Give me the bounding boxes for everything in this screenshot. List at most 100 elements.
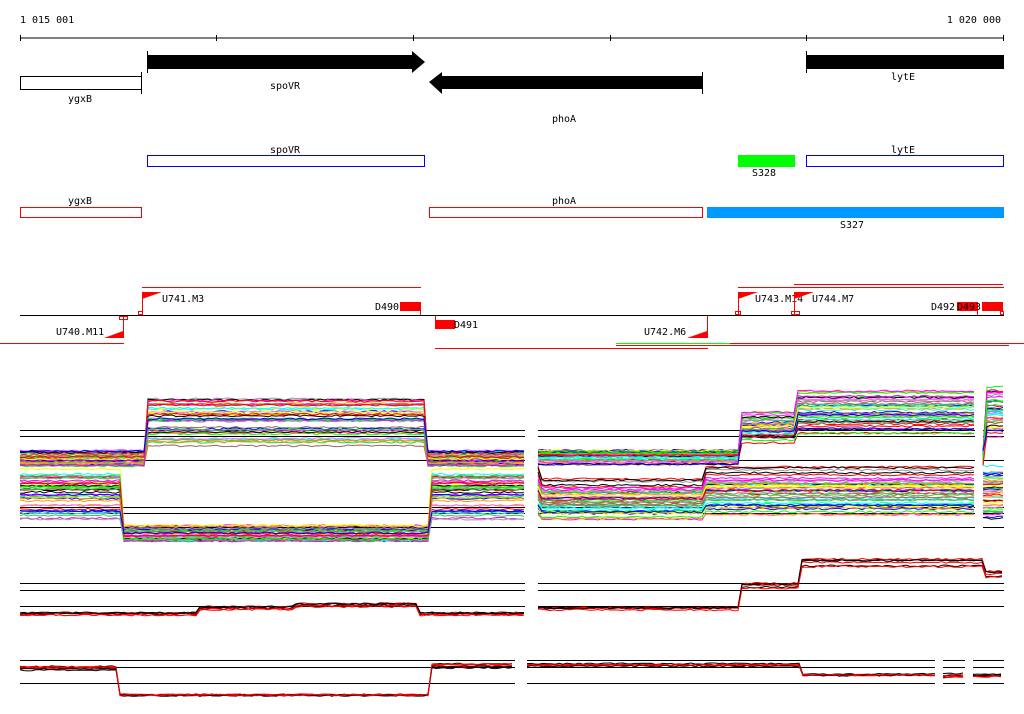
profile-line — [19, 602, 525, 615]
annotation-track-red: ygxB phoA S327 — [20, 196, 1004, 231]
profile-line — [19, 602, 524, 615]
profile-line — [19, 430, 525, 465]
site-label: D492 — [931, 302, 955, 313]
profile-line — [537, 498, 975, 507]
profile-line — [983, 509, 1004, 512]
site-U740[interactable]: U740.M11 — [56, 316, 128, 338]
profile-line — [972, 675, 1002, 678]
expression-profiles — [19, 385, 1004, 697]
profile-line — [537, 561, 1003, 610]
profile-line — [537, 431, 975, 455]
profile-line — [982, 491, 1004, 495]
profile-line — [537, 565, 1003, 612]
profile-line — [982, 486, 1004, 489]
site-U744[interactable]: U744.M7 — [791, 292, 855, 315]
site-U741[interactable]: U741.M3 — [138, 292, 205, 315]
profile-line — [19, 467, 525, 527]
profile-line — [982, 493, 1004, 497]
feature-S328[interactable]: S328 — [738, 155, 795, 179]
profile-line — [982, 501, 1004, 504]
profile-line — [19, 605, 525, 617]
profile-line — [982, 517, 1004, 520]
profile-line — [19, 485, 525, 541]
profile-line — [537, 484, 975, 498]
site-D492[interactable]: D492 — [931, 302, 978, 315]
gene-lytE[interactable]: lytE — [806, 51, 1004, 83]
profile-line — [537, 503, 975, 514]
profile-line — [526, 663, 936, 677]
profile-line — [982, 472, 1004, 476]
profile-line — [537, 510, 975, 519]
profile-line — [537, 493, 975, 503]
profile-line — [972, 673, 1002, 676]
profile-line — [537, 406, 975, 456]
site-label: U744.M7 — [812, 294, 854, 305]
profile-line — [538, 559, 1003, 610]
gene-label: spoVR — [270, 81, 301, 92]
gene-track: spoVR phoA lytE ygxB — [20, 51, 1004, 125]
profile-line — [19, 474, 525, 533]
site-label: D491 — [454, 320, 478, 331]
feature-label: spoVR — [270, 145, 301, 156]
profile-line — [982, 431, 1004, 466]
gene-phoA[interactable]: phoA — [429, 72, 703, 125]
ruler-start-label: 1 015 001 — [20, 15, 74, 26]
profile-line — [537, 421, 975, 459]
profile-line — [537, 489, 975, 500]
profile-line — [19, 499, 525, 537]
profile-line — [942, 673, 964, 677]
site-label: U743.M14 — [755, 294, 803, 305]
feature-label: ygxB — [68, 196, 92, 207]
site-label: U742.M6 — [644, 327, 686, 338]
profile-line — [537, 476, 975, 490]
profile-line — [982, 398, 1004, 458]
profile-line — [982, 424, 1004, 455]
site-label: U741.M3 — [162, 294, 204, 305]
site-label: D493 — [957, 302, 981, 313]
profile-line — [537, 564, 1003, 610]
profile-line — [537, 496, 975, 506]
profile-line — [537, 424, 975, 457]
profile-line — [19, 666, 513, 697]
profile-line — [20, 481, 524, 538]
profile-line — [19, 410, 525, 452]
feature-label: lytE — [891, 145, 915, 156]
profile-line — [537, 478, 975, 492]
profile-line — [537, 492, 975, 505]
site-D493[interactable]: D493 — [957, 302, 1004, 315]
profile-line — [982, 488, 1004, 491]
profile-line — [19, 417, 525, 459]
profile-line — [19, 476, 524, 530]
profile-line — [19, 503, 525, 539]
site-U743[interactable]: U743.M14 — [735, 292, 804, 315]
profile-line — [982, 503, 1004, 507]
profile-line — [537, 485, 975, 498]
profile-line — [982, 477, 1004, 479]
profile-line — [942, 675, 963, 679]
feature-ygxB[interactable]: ygxB — [20, 196, 142, 218]
profile-line — [942, 672, 964, 675]
profile-line — [982, 491, 1004, 495]
site-D490[interactable]: D490 — [375, 302, 421, 315]
feature-lytE[interactable]: lytE — [806, 145, 1004, 167]
site-U742[interactable]: U742.M6 — [644, 316, 708, 338]
profile-line — [982, 506, 1004, 510]
profile-line — [537, 413, 975, 466]
profile-line — [538, 418, 975, 459]
gene-ygxB[interactable]: ygxB — [20, 72, 142, 105]
feature-spoVR[interactable]: spoVR — [147, 145, 425, 167]
gene-spoVR[interactable]: spoVR — [147, 51, 426, 92]
profile-line — [537, 403, 975, 453]
feature-S327[interactable]: S327 — [707, 207, 1004, 231]
profile-line — [982, 499, 1004, 502]
feature-label: phoA — [552, 196, 576, 207]
profile-line — [19, 662, 512, 697]
profile-line — [982, 475, 1004, 478]
profile-line — [19, 509, 525, 535]
profile-line — [19, 493, 525, 531]
ruler-end-label: 1 020 000 — [947, 15, 1001, 26]
feature-phoA[interactable]: phoA — [429, 196, 703, 218]
site-D491[interactable]: D491 — [435, 316, 478, 331]
profile-line — [982, 489, 1004, 492]
profile-line — [537, 485, 975, 499]
